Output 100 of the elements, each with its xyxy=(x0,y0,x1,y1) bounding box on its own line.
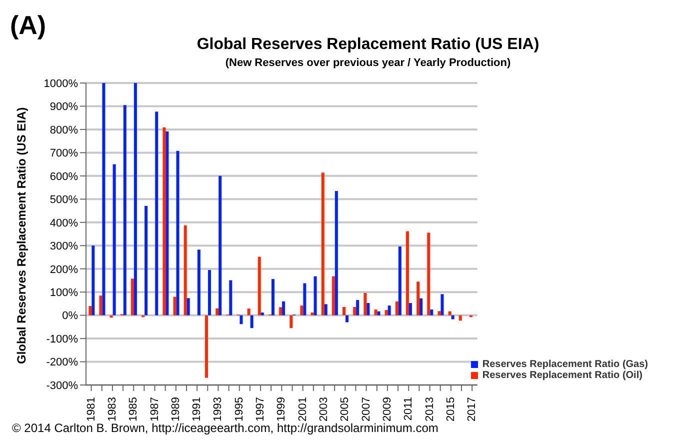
bar xyxy=(406,231,409,316)
bar xyxy=(321,172,324,316)
bar xyxy=(438,311,441,316)
chart-title: Global Reserves Replacement Ratio (US EIA) xyxy=(196,36,540,54)
bar xyxy=(346,315,349,322)
bar xyxy=(247,308,250,316)
bar xyxy=(112,164,116,316)
y-tick-label: 200% xyxy=(50,264,78,276)
x-tick-label: 1983 xyxy=(106,397,118,422)
bar xyxy=(416,282,420,316)
bar xyxy=(282,301,286,316)
x-tick-label: 1993 xyxy=(212,397,224,422)
bar xyxy=(130,278,134,316)
x-tick-label: 1987 xyxy=(148,397,161,422)
y-tick-label: -200% xyxy=(46,356,78,369)
y-tick-label: 800% xyxy=(50,124,78,136)
x-tick-label: 1997 xyxy=(254,397,267,422)
x-tick-label: 2011 xyxy=(402,397,415,421)
bar xyxy=(420,298,423,316)
bar xyxy=(258,256,261,316)
bar xyxy=(216,308,219,316)
bar xyxy=(334,191,338,316)
bar xyxy=(229,280,232,316)
bar xyxy=(395,301,398,316)
y-tick-label: 300% xyxy=(50,240,78,253)
bar xyxy=(99,296,102,316)
bar xyxy=(451,315,454,320)
text: © 2014 Carlton B. Brown, http://iceageearth.com, http://grandsolarminimum.com xyxy=(12,421,438,435)
bar xyxy=(279,307,282,316)
bar xyxy=(384,310,388,316)
bar xyxy=(290,315,293,328)
bar xyxy=(353,306,356,316)
x-tick-label: 1991 xyxy=(191,397,204,422)
y-tick-label: -300% xyxy=(46,380,78,392)
bar xyxy=(448,311,452,316)
bar xyxy=(197,250,200,316)
bar xyxy=(332,276,335,316)
x-tick-label: 2015 xyxy=(444,397,457,422)
x-tick-label: 2013 xyxy=(424,397,436,422)
bar xyxy=(377,311,380,316)
x-tick-label: 2003 xyxy=(318,397,330,422)
bar xyxy=(388,306,391,316)
bar xyxy=(240,315,243,324)
y-axis-title: Global Reserves Replacement Ratio (US EIA) xyxy=(14,107,28,364)
bar xyxy=(271,279,274,316)
bar xyxy=(324,304,328,316)
bar xyxy=(88,306,92,316)
bar xyxy=(186,298,190,316)
bar xyxy=(314,276,317,316)
bar xyxy=(374,310,378,316)
bar xyxy=(205,315,208,378)
bar xyxy=(310,312,314,316)
bar xyxy=(342,306,346,316)
bar xyxy=(134,83,137,316)
bar xyxy=(260,312,264,316)
x-tick-label: 1985 xyxy=(128,397,140,422)
x-tick-label: 1989 xyxy=(170,397,182,422)
bar xyxy=(208,270,211,316)
bar xyxy=(356,300,360,316)
bar xyxy=(430,310,434,316)
bar xyxy=(458,315,462,321)
bar xyxy=(440,294,444,316)
bar xyxy=(173,296,176,316)
x-tick-label: 2017 xyxy=(466,397,478,422)
y-tick-label: 600% xyxy=(50,170,78,183)
bar xyxy=(184,225,187,316)
legend-label: Reserves Replacement Ratio (Oil) xyxy=(482,370,642,381)
x-tick-label: 1995 xyxy=(233,397,246,422)
x-tick-label: 2009 xyxy=(381,397,394,422)
legend-label: Reserves Replacement Ratio (Gas) xyxy=(482,359,648,370)
y-tick-label: 500% xyxy=(50,194,78,206)
y-tick-label: -100% xyxy=(46,333,78,346)
bar xyxy=(144,206,148,316)
bar xyxy=(300,306,304,316)
bar xyxy=(427,232,430,316)
bar xyxy=(155,112,158,316)
x-tick-label: 2001 xyxy=(296,397,309,422)
bar xyxy=(176,150,180,316)
bar xyxy=(92,246,95,316)
bar xyxy=(162,127,166,316)
bar xyxy=(364,293,367,316)
bar xyxy=(408,302,412,316)
bar xyxy=(303,283,306,316)
bar xyxy=(123,105,126,316)
bar xyxy=(250,315,254,328)
y-tick-label: 1000% xyxy=(44,78,78,90)
y-tick-label: 700% xyxy=(50,148,78,160)
y-tick-label: 100% xyxy=(50,286,78,299)
bar xyxy=(218,176,222,316)
text: (A) xyxy=(10,10,46,41)
x-tick-label: 1999 xyxy=(276,397,288,422)
bar xyxy=(398,246,402,316)
chart-subtitle: (New Reserves over previous year / Yearly Production) xyxy=(224,57,512,69)
x-tick-label: 2007 xyxy=(360,397,372,422)
x-tick-label: 2005 xyxy=(339,397,352,422)
bar xyxy=(166,131,169,316)
y-tick-label: 900% xyxy=(50,101,78,114)
bar xyxy=(366,302,370,316)
y-tick-label: 400% xyxy=(50,217,78,230)
bar xyxy=(102,83,106,316)
